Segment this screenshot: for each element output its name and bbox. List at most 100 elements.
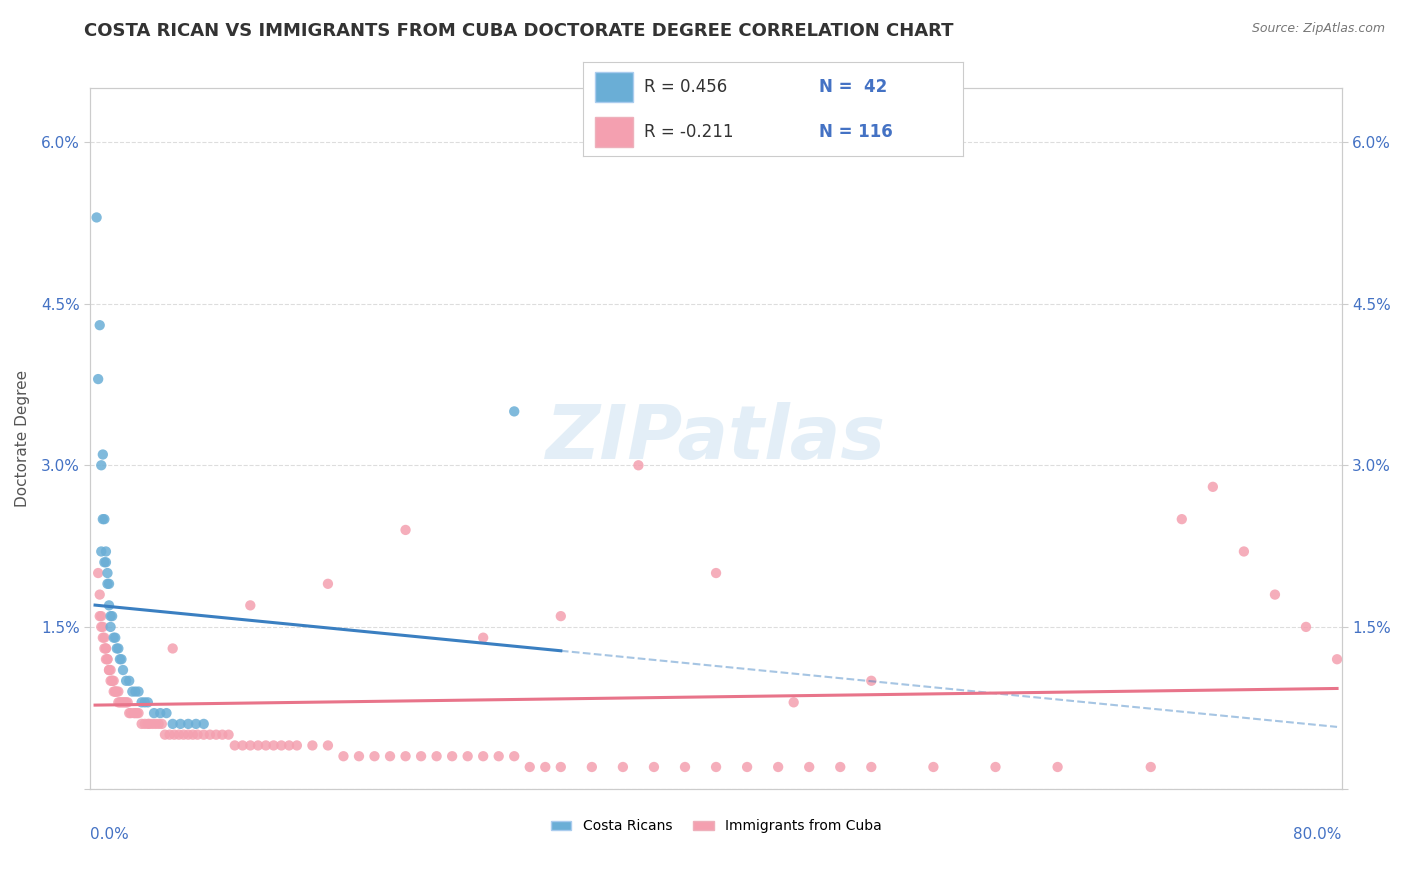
Point	[830, 760, 852, 774]
Bar	[595, 72, 633, 102]
Point	[519, 760, 541, 774]
Point	[1202, 480, 1225, 494]
Point	[91, 512, 114, 526]
Point	[111, 663, 134, 677]
Point	[101, 673, 124, 688]
Point	[103, 631, 125, 645]
Point	[263, 739, 285, 753]
Point	[316, 576, 339, 591]
Point	[94, 555, 117, 569]
Point	[104, 631, 127, 645]
Point	[472, 631, 495, 645]
Point	[110, 652, 132, 666]
Point	[93, 512, 115, 526]
Point	[114, 695, 136, 709]
Point	[347, 749, 370, 764]
Point	[101, 609, 124, 624]
Point	[93, 641, 115, 656]
Point	[254, 739, 277, 753]
Point	[125, 706, 148, 720]
Point	[128, 706, 150, 720]
Point	[115, 673, 138, 688]
Text: R = -0.211: R = -0.211	[644, 123, 734, 141]
Point	[96, 576, 118, 591]
Point	[301, 739, 323, 753]
Point	[922, 760, 945, 774]
Point	[98, 663, 121, 677]
Point	[103, 684, 125, 698]
Point	[100, 673, 122, 688]
Point	[612, 760, 634, 774]
Point	[184, 717, 207, 731]
Point	[143, 706, 166, 720]
Point	[627, 458, 650, 473]
Point	[98, 599, 121, 613]
Point	[472, 749, 495, 764]
Point	[89, 588, 111, 602]
Point	[394, 749, 416, 764]
Point	[124, 706, 146, 720]
Point	[239, 599, 262, 613]
Point	[90, 620, 112, 634]
Point	[120, 706, 142, 720]
Point	[278, 739, 301, 753]
Text: N =  42: N = 42	[818, 78, 887, 95]
Point	[134, 717, 156, 731]
Text: 0.0%: 0.0%	[90, 827, 129, 842]
Point	[153, 728, 176, 742]
Point	[136, 717, 159, 731]
Point	[104, 684, 127, 698]
Point	[131, 695, 153, 709]
Point	[766, 760, 789, 774]
Point	[224, 739, 246, 753]
Point	[108, 695, 131, 709]
Point	[96, 652, 118, 666]
Point	[90, 609, 112, 624]
Text: 80.0%: 80.0%	[1294, 827, 1341, 842]
Point	[89, 318, 111, 333]
Point	[90, 458, 112, 473]
Point	[193, 728, 215, 742]
Point	[150, 717, 173, 731]
Point	[148, 717, 170, 731]
Point	[159, 728, 181, 742]
Point	[181, 728, 204, 742]
Point	[1139, 760, 1161, 774]
Point	[105, 684, 128, 698]
Point	[93, 555, 115, 569]
Point	[118, 673, 141, 688]
Point	[247, 739, 270, 753]
Point	[581, 760, 603, 774]
Point	[860, 760, 883, 774]
Point	[98, 576, 121, 591]
Point	[101, 673, 124, 688]
Point	[163, 728, 186, 742]
Point	[87, 566, 110, 580]
Point	[704, 760, 727, 774]
Point	[100, 663, 122, 677]
Point	[503, 404, 526, 418]
Point	[108, 652, 131, 666]
Legend: Costa Ricans, Immigrants from Cuba: Costa Ricans, Immigrants from Cuba	[546, 814, 887, 839]
Point	[94, 641, 117, 656]
Point	[121, 684, 143, 698]
Point	[155, 706, 177, 720]
Point	[177, 717, 200, 731]
Point	[162, 717, 184, 731]
Point	[285, 739, 308, 753]
Point	[115, 695, 138, 709]
Point	[118, 706, 141, 720]
Point	[87, 372, 110, 386]
Point	[103, 673, 125, 688]
Point	[860, 673, 883, 688]
Point	[141, 717, 163, 731]
Point	[488, 749, 510, 764]
Point	[117, 695, 139, 709]
Point	[167, 728, 190, 742]
Point	[198, 728, 221, 742]
Point	[704, 566, 727, 580]
Point	[93, 631, 115, 645]
Point	[177, 728, 200, 742]
Point	[110, 695, 132, 709]
Point	[136, 695, 159, 709]
